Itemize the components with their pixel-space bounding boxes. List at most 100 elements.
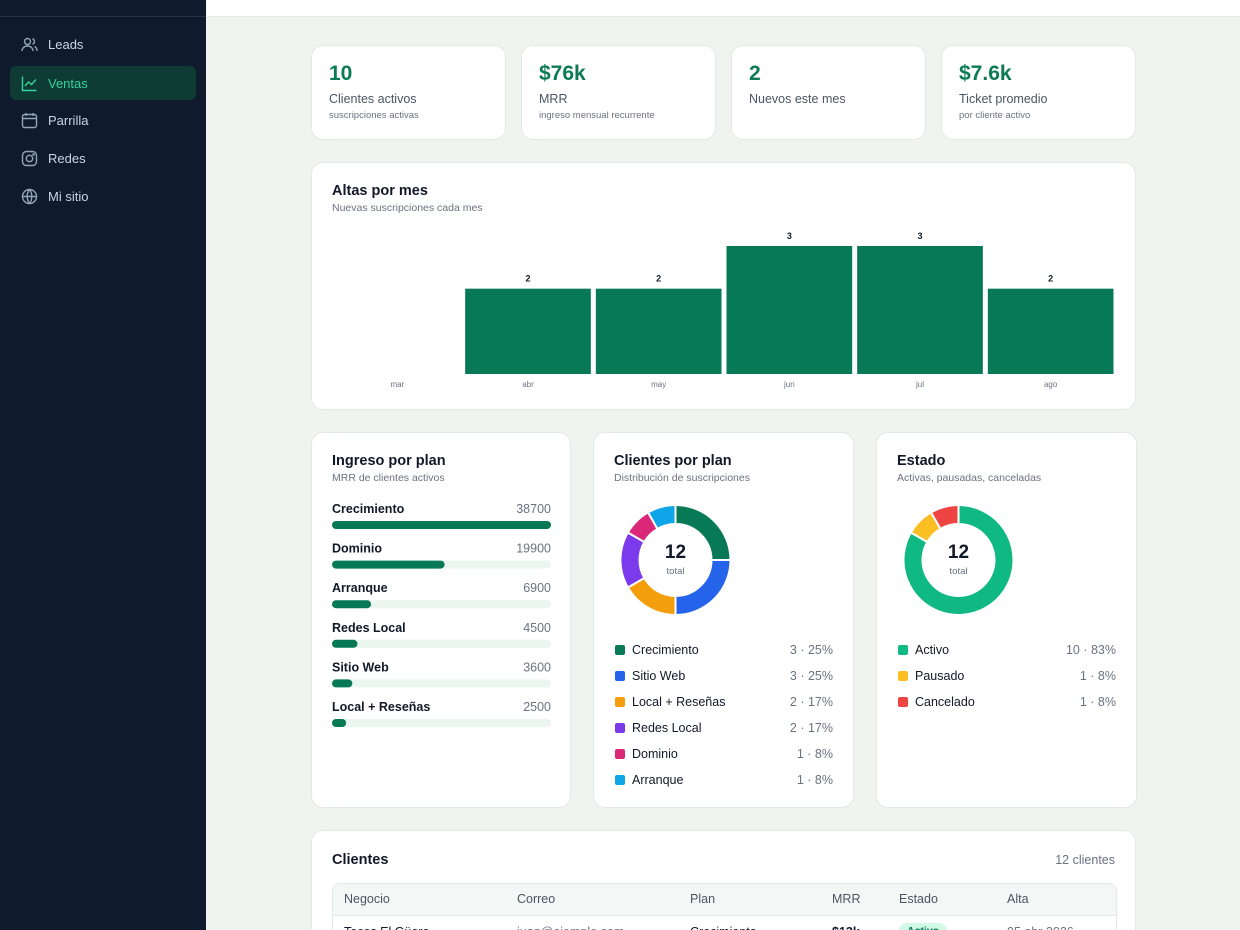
donut-total-label: total xyxy=(950,566,968,577)
x-tick-label: jul xyxy=(915,380,924,389)
bar-track xyxy=(332,679,551,688)
table-header xyxy=(333,884,1116,916)
value-label: 6900 xyxy=(523,581,551,595)
bar-track xyxy=(332,639,551,648)
chart-title: Ingreso por plan xyxy=(332,453,446,469)
bar xyxy=(595,288,722,374)
nav-item[interactable]: Leads xyxy=(10,27,196,61)
chart-subtitle: MRR de clientes activos xyxy=(332,472,445,484)
donut-total: 12 xyxy=(665,542,686,563)
kpi-card: 2 Nuevos este mes xyxy=(731,45,926,140)
legend-swatch xyxy=(898,645,908,655)
nav-item[interactable]: Mi sitio xyxy=(10,179,196,213)
nav-label: Mi sitio xyxy=(48,189,89,204)
donut-total-label: total xyxy=(667,566,685,577)
chart-subtitle: Distribución de suscripciones xyxy=(614,472,750,484)
bar xyxy=(987,288,1114,374)
top-bar xyxy=(207,0,1240,17)
value-label: 4500 xyxy=(523,621,551,635)
legend-label: Activo xyxy=(915,643,949,657)
legend-swatch xyxy=(615,775,625,785)
bar-track xyxy=(332,600,551,609)
kpi-label: Nuevos este mes xyxy=(749,92,846,106)
table-cell: Crecimiento xyxy=(690,925,757,930)
nav-label: Parrilla xyxy=(48,113,89,128)
legend-label: Crecimiento xyxy=(632,643,699,657)
chart-title: Clientes por plan xyxy=(614,453,732,469)
chart-card: Clientes por plan Distribución de suscri… xyxy=(593,432,854,808)
legend-label: Arranque xyxy=(632,773,683,787)
nav-label: Redes xyxy=(48,151,86,166)
sidebar: Leads Ventas Parrilla Redes Mi sitio xyxy=(0,0,206,930)
legend-label: Cancelado xyxy=(915,695,975,709)
table-cell: Tacos El Güero xyxy=(344,925,429,930)
column-header: MRR xyxy=(832,892,861,906)
x-tick-label: mar xyxy=(390,380,404,389)
bar-label: Redes Local xyxy=(332,621,406,635)
legend-label: Dominio xyxy=(632,747,678,761)
legend-swatch xyxy=(615,723,625,733)
kpi-value: $76k xyxy=(539,62,586,85)
legend-label: Sitio Web xyxy=(632,669,685,683)
chart-card: Altas por mes Nuevas suscripciones cada … xyxy=(311,162,1136,410)
value-label: 19900 xyxy=(516,542,551,556)
legend-value: 3 · 25% xyxy=(790,669,833,683)
bar xyxy=(332,600,372,609)
x-tick-label: ago xyxy=(1044,380,1058,389)
divider xyxy=(0,16,206,17)
kpi-label: Clientes activos xyxy=(329,92,417,106)
legend-label: Pausado xyxy=(915,669,964,683)
data-label: 3 xyxy=(917,231,922,241)
kpi-value: 10 xyxy=(329,62,353,85)
chart-title: Estado xyxy=(897,453,946,469)
icon xyxy=(21,150,38,167)
legend-value: 2 · 17% xyxy=(790,695,833,709)
legend-swatch xyxy=(898,697,908,707)
nav-item[interactable]: Redes xyxy=(10,141,196,175)
donut-segment xyxy=(646,503,677,531)
kpi-value: 2 xyxy=(749,62,761,85)
legend-label: Local + Reseñas xyxy=(632,695,725,709)
bar xyxy=(332,719,347,727)
donut-segment xyxy=(902,503,1015,616)
table-cell: juan@ejemplo.com xyxy=(517,925,624,930)
x-tick-label: jun xyxy=(783,380,795,389)
bar-track xyxy=(332,719,551,727)
nav-item-active[interactable]: Ventas xyxy=(10,66,196,100)
value-label: 2500 xyxy=(523,700,551,714)
bar xyxy=(332,639,358,648)
legend-value: 2 · 17% xyxy=(790,721,833,735)
donut-chart: Activo 10 · 83% Pausado 1 · 8% Cancelado 1 · … xyxy=(898,503,1116,709)
donut-total: 12 xyxy=(948,542,969,563)
data-label: 2 xyxy=(525,274,530,284)
donut-segment xyxy=(929,503,960,531)
kpi-card: 10 Clientes activos suscripciones activa… xyxy=(311,45,506,140)
x-tick-label: abr xyxy=(522,380,534,389)
bar xyxy=(857,246,983,374)
icon xyxy=(21,37,38,52)
legend-value: 1 · 8% xyxy=(1080,695,1116,709)
kpi-card: $7.6k Ticket promedio por cliente activo xyxy=(941,45,1136,140)
legend-swatch xyxy=(898,671,908,681)
kpi-note: suscripciones activas xyxy=(329,110,419,121)
chart-subtitle: Activas, pausadas, canceladas xyxy=(897,472,1042,484)
value-label: 38700 xyxy=(516,502,551,516)
bar-label: Sitio Web xyxy=(332,660,389,674)
status-badge: Activo xyxy=(899,923,948,930)
table-card: Clientes 12 clientes Negocio Correo Plan MR… xyxy=(311,830,1136,930)
column-header: Alta xyxy=(1007,892,1029,906)
table-cell: 05 abr 2026 xyxy=(1007,925,1074,930)
legend-value: 1 · 8% xyxy=(797,773,833,787)
bar-label: Crecimiento xyxy=(332,502,405,516)
chart-subtitle: Nuevas suscripciones cada mes xyxy=(332,202,483,214)
legend-value: 1 · 8% xyxy=(1080,669,1116,683)
kpi-value: $7.6k xyxy=(959,62,1012,85)
nav-item[interactable]: Parrilla xyxy=(10,103,196,137)
chart-title: Altas por mes xyxy=(332,183,428,199)
bar-label: Arranque xyxy=(332,581,388,595)
nav-label: Leads xyxy=(48,37,84,52)
table-title: Clientes xyxy=(332,852,389,868)
x-tick-label: may xyxy=(651,380,666,389)
table: Negocio Correo Plan MRR Estado Alta Tacos El G… xyxy=(332,883,1117,930)
